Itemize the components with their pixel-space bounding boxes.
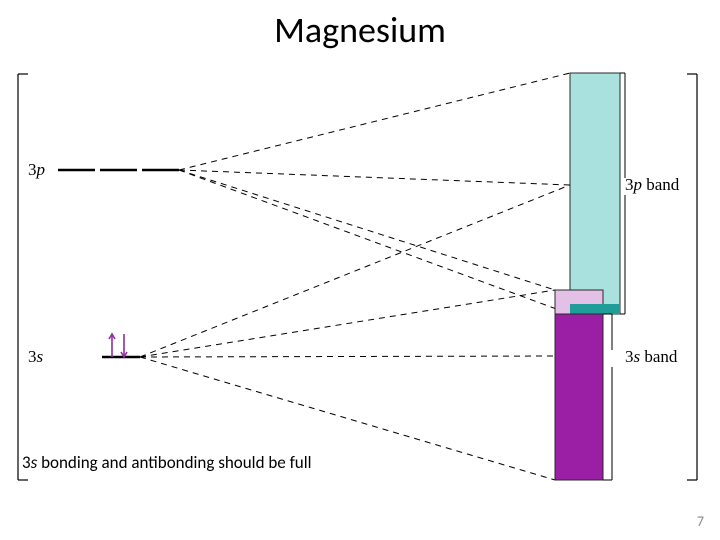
3s-band-box — [555, 314, 603, 480]
3p-band-box — [570, 73, 620, 314]
band-diagram: 3p 3s 3p band 3s band — [10, 60, 705, 490]
slide-title: Magnesium — [0, 8, 720, 52]
caption-num: 3 — [22, 452, 31, 473]
label-3p: 3p — [28, 160, 45, 179]
label-3s: 3s — [28, 347, 44, 366]
caption-rest: bonding and antibonding should be full — [37, 452, 311, 473]
caption: 3s bonding and antibonding should be ful… — [22, 452, 312, 473]
slide: Magnesium 3p 3s 3p band 3s band 3s bonding … — [0, 0, 720, 540]
label-3p-band: 3p band — [625, 175, 680, 194]
3p-overlap-strip — [570, 304, 620, 314]
label-3s-band: 3s band — [625, 347, 678, 366]
page-number: 7 — [697, 513, 704, 530]
